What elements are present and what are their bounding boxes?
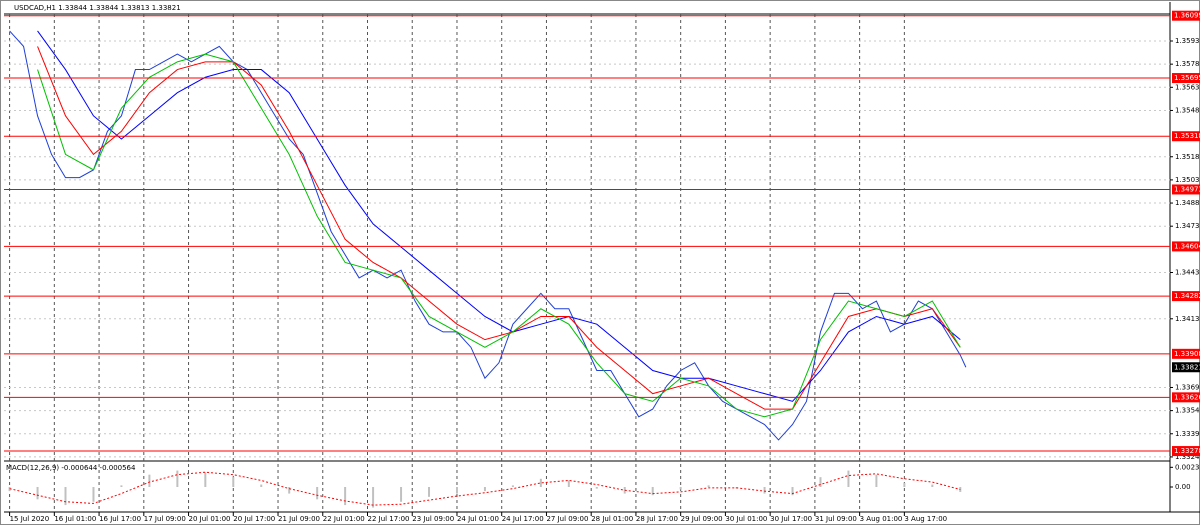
x-tick-label: 20 Jul 01:00	[189, 515, 231, 523]
level-label-box	[1172, 392, 1200, 403]
level-label: 1.33626	[1174, 393, 1200, 401]
level-label: 1.34282	[1174, 292, 1200, 300]
price-label-box	[1172, 362, 1200, 373]
y-tick-label: 1.33540	[1175, 407, 1200, 415]
x-tick-label: 3 Aug 01:00	[860, 515, 903, 523]
x-tick-label: 20 Jul 17:00	[233, 515, 275, 523]
moving-average	[37, 53, 961, 418]
level-label-box	[1172, 446, 1200, 457]
signal-line	[9, 471, 961, 506]
x-tick-label: 16 Jul 17:00	[99, 515, 141, 523]
level-label-box	[1172, 241, 1200, 252]
level-label-box	[1172, 291, 1200, 302]
x-tick-label: 24 Jul 17:00	[502, 515, 544, 523]
y-tick-label: 1.34885	[1175, 199, 1200, 207]
level-label: 1.35318	[1174, 132, 1200, 140]
x-tick-label: 28 Jul 17:00	[636, 515, 678, 523]
x-tick-label: 29 Jul 09:00	[681, 515, 723, 523]
x-tick-label: 22 Jul 17:00	[368, 515, 410, 523]
x-tick-label: 21 Jul 09:00	[278, 515, 320, 523]
x-tick-label: 31 Jul 09:00	[815, 515, 857, 523]
level-label-box	[1172, 131, 1200, 142]
x-tick-label: 22 Jul 01:00	[323, 515, 365, 523]
y-tick-label: 0.002397	[1175, 463, 1200, 471]
indicator-title: MACD(12,26,9) -0.000644 -0.000564	[6, 464, 136, 472]
level-label: 1.34604	[1174, 242, 1200, 250]
x-tick-label: 3 Aug 17:00	[904, 515, 947, 523]
y-tick-label: 1.34435	[1175, 268, 1200, 276]
x-tick-label: 24 Jul 01:00	[457, 515, 499, 523]
y-tick-label: 1.35635	[1175, 83, 1200, 91]
level-label-box	[1172, 184, 1200, 195]
level-label-box	[1172, 73, 1200, 84]
level-label: 1.36099	[1174, 12, 1200, 20]
level-label: 1.34973	[1174, 185, 1200, 193]
x-tick-label: 16 Jul 01:00	[54, 515, 96, 523]
level-label: 1.35695	[1174, 74, 1200, 82]
level-label: 1.33908	[1174, 350, 1200, 358]
y-tick-label: 1.35035	[1175, 176, 1200, 184]
x-tick-label: 28 Jul 01:00	[591, 515, 633, 523]
y-tick-label: 1.33390	[1175, 430, 1200, 438]
y-tick-label: 1.33690	[1175, 383, 1200, 391]
price-line	[9, 30, 967, 441]
y-tick-label: 1.33240	[1175, 453, 1200, 461]
x-tick-label: 23 Jul 09:00	[412, 515, 454, 523]
x-tick-label: 17 Jul 09:00	[144, 515, 186, 523]
price-label: 1.33821	[1174, 363, 1200, 371]
x-tick-label: 30 Jul 01:00	[725, 515, 767, 523]
level-label-box	[1172, 348, 1200, 359]
chart-title: USDCAD,H1 1.33844 1.33844 1.33813 1.3382…	[14, 4, 181, 12]
x-tick-label: 30 Jul 17:00	[770, 515, 812, 523]
y-tick-label: 1.35935	[1175, 37, 1200, 45]
x-tick-label: 27 Jul 09:00	[546, 515, 588, 523]
y-tick-label: 0.00	[1175, 483, 1191, 491]
level-label: 1.33278	[1174, 447, 1200, 455]
y-tick-label: 1.35785	[1175, 60, 1200, 68]
y-tick-label: 1.35485	[1175, 106, 1200, 114]
y-tick-label: 1.35185	[1175, 153, 1200, 161]
x-tick-label: 15 Jul 2020	[10, 515, 50, 523]
moving-average	[37, 46, 961, 410]
y-tick-label: 1.34735	[1175, 222, 1200, 230]
level-label-box	[1172, 10, 1200, 21]
y-tick-label: 1.34135	[1175, 315, 1200, 323]
